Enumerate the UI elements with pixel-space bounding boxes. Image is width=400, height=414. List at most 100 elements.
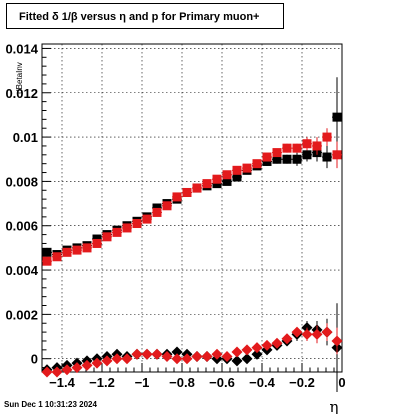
grid — [42, 44, 343, 372]
data-point — [262, 152, 272, 162]
data-point — [291, 326, 303, 338]
data-point — [332, 112, 342, 122]
x-tick-label: −0.6 — [209, 375, 235, 390]
data-point — [212, 174, 222, 184]
data-point — [232, 165, 242, 175]
data-point — [101, 355, 113, 367]
data-point — [231, 346, 243, 358]
data-point — [302, 150, 312, 160]
data-point — [61, 364, 73, 376]
data-point — [331, 335, 343, 347]
data-point — [302, 139, 312, 149]
data-point — [82, 243, 92, 253]
data-point — [222, 176, 232, 186]
axes: −1.4 −1.2 −1 −0.8 −0.6 −0.4 −0.2 0 0 0.002 0.004 0.… — [5, 41, 345, 390]
data-point — [282, 154, 292, 164]
data-point — [122, 223, 132, 233]
data-point — [41, 366, 53, 378]
data-point — [211, 348, 223, 360]
data-point — [282, 143, 292, 153]
y-tick-label: 0.002 — [5, 307, 38, 322]
plot-frame — [41, 43, 343, 373]
data-point — [232, 172, 242, 182]
y-tick-label: 0.006 — [5, 219, 38, 234]
data-point — [272, 148, 282, 158]
x-tick-label: −0.2 — [289, 375, 315, 390]
x-tick-label: −1.2 — [89, 375, 115, 390]
x-tick-label: 0 — [338, 375, 345, 390]
data-point — [121, 353, 133, 365]
data-point — [42, 256, 52, 266]
series-4 — [41, 323, 343, 378]
data-point — [151, 348, 163, 360]
y-tick-label: 0.004 — [5, 263, 38, 278]
data-point — [221, 350, 233, 362]
data-point — [322, 132, 332, 142]
data-point — [241, 353, 253, 365]
data-point — [271, 337, 283, 349]
data-point — [222, 170, 232, 180]
data-point — [162, 201, 172, 211]
data-point — [301, 328, 313, 340]
x-axis-label: η — [330, 398, 339, 414]
data-point — [42, 247, 52, 257]
data-point — [252, 159, 262, 169]
data-point — [131, 348, 143, 360]
y-axis-label: dBetaInv — [15, 62, 24, 94]
data-point — [171, 353, 183, 365]
timestamp: Sun Dec 1 10:31:23 2024 — [4, 400, 97, 409]
y-tick-label: 0.012 — [5, 86, 38, 101]
data-point — [191, 350, 203, 362]
y-tick-label: 0.008 — [5, 174, 38, 189]
data-point — [161, 350, 173, 362]
series-1 — [42, 77, 342, 260]
data-point — [322, 152, 332, 162]
data-point — [292, 154, 302, 164]
data-point — [202, 179, 212, 189]
data-point — [241, 344, 253, 356]
data-point — [112, 227, 122, 237]
data-point — [242, 163, 252, 173]
data-point — [91, 357, 103, 369]
x-tick-label: −0.4 — [249, 375, 275, 390]
data-point — [192, 183, 202, 193]
y-tick-label: 0.014 — [5, 41, 38, 56]
data-point — [142, 214, 152, 224]
data-point — [71, 362, 83, 374]
data-point — [332, 150, 342, 160]
data-point — [272, 154, 282, 164]
chart-title: Fitted δ 1/β versus η and p for Primary … — [6, 3, 284, 29]
data-point — [102, 232, 112, 242]
data-point — [52, 252, 62, 262]
data-point — [62, 247, 72, 257]
data-point — [312, 141, 322, 151]
data-point — [181, 353, 193, 365]
data-marks — [41, 77, 343, 392]
data-point — [231, 355, 243, 367]
data-point — [292, 143, 302, 153]
x-tick-label: −0.8 — [169, 375, 195, 390]
data-point — [72, 245, 82, 255]
data-point — [321, 326, 333, 338]
y-tick-label: 0 — [31, 352, 38, 367]
data-point — [281, 333, 293, 345]
data-point — [172, 192, 182, 202]
data-point — [251, 348, 263, 360]
data-point — [171, 346, 183, 358]
data-point — [261, 339, 273, 351]
data-point — [81, 359, 93, 371]
data-point — [141, 348, 153, 360]
data-point — [251, 342, 263, 354]
x-tick-label: −1 — [135, 375, 150, 390]
series-2 — [42, 128, 342, 266]
data-point — [201, 350, 213, 362]
x-tick-label: −1.4 — [49, 375, 75, 390]
y-tick-label: 0.01 — [13, 130, 38, 145]
data-point — [51, 366, 63, 378]
data-point — [111, 353, 123, 365]
data-point — [182, 187, 192, 197]
data-point — [92, 238, 102, 248]
data-point — [311, 328, 323, 340]
data-point — [132, 219, 142, 229]
